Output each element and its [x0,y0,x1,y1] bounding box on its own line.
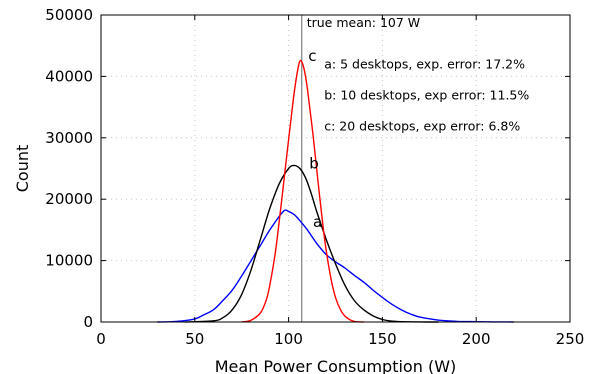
x-tick-label: 150 [368,330,397,348]
plot-frame [100,14,571,323]
y-tick-label: 30000 [45,129,93,147]
series-lines [157,59,514,323]
grid-lines [101,15,570,322]
curve-label-c: c [308,47,316,65]
curve-label-b: b [309,155,319,173]
annotation-text: c: 20 desktops, exp error: 6.8% [324,118,520,133]
annotation-text: a: 5 desktops, exp. error: 17.2% [324,56,525,71]
x-tick-label: 0 [96,330,106,348]
x-tick-label: 250 [556,330,585,348]
series-line-c [241,59,364,323]
series-line-b [185,164,439,323]
series-line-a [157,209,514,323]
y-tick-label: 50000 [45,6,93,24]
x-tick-label: 200 [462,330,491,348]
y-tick-label: 20000 [45,190,93,208]
curve-labels: a b c [308,47,322,231]
reference-line-group: true mean: 107 W [301,15,420,322]
y-tick-label: 10000 [45,252,93,270]
y-tick-label: 40000 [45,67,93,85]
y-tick-label: 0 [83,313,93,331]
annotation-text: b: 10 desktops, exp error: 11.5% [324,88,529,103]
curve-label-a: a [313,213,322,231]
annotations: a: 5 desktops, exp. error: 17.2% b: 10 de… [324,56,529,133]
y-axis-label: Count [13,145,32,193]
x-tick-label: 100 [274,330,303,348]
x-axis-label: Mean Power Consumption (W) [215,357,457,374]
axis-ticks: 0 50 100 150 200 250 0 10000 20000 30000 40000 5000… [45,6,584,348]
true-mean-label: true mean: 107 W [307,15,420,30]
x-tick-label: 50 [185,330,204,348]
